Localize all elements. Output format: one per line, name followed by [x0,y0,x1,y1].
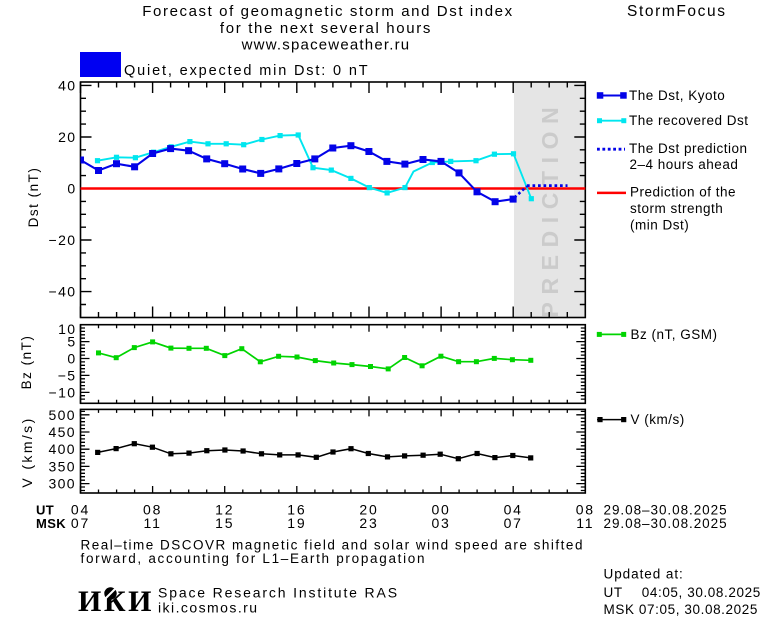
svg-text:Dst (nT): Dst (nT) [26,167,41,228]
svg-text:V (km/s): V (km/s) [631,412,685,427]
svg-text:5: 5 [67,334,76,350]
svg-text:PREDICTION: PREDICTION [537,100,563,318]
svg-text:Bz (nT): Bz (nT) [19,335,34,390]
svg-text:20: 20 [58,129,76,145]
svg-text:MSK: MSK [36,516,66,531]
svg-text:350: 350 [48,458,76,474]
svg-text:ИКИ: ИКИ [78,585,154,618]
svg-text:MSK 07:05, 30.08.2025: MSK 07:05, 30.08.2025 [604,602,758,617]
svg-text:storm strength: storm strength [630,201,723,216]
svg-text:11: 11 [576,515,594,531]
svg-text:−5: −5 [58,367,77,383]
svg-text:for the next several hours: for the next several hours [220,20,432,37]
svg-text:400: 400 [48,441,76,457]
svg-text:Bz (nT, GSM): Bz (nT, GSM) [631,327,718,342]
svg-text:The Dst prediction: The Dst prediction [629,141,748,156]
svg-text:V (km/s): V (km/s) [19,416,35,487]
svg-text:forward, accounting for L1–Ear: forward, accounting for L1–Earth propaga… [81,551,427,566]
svg-text:15: 15 [215,515,234,531]
svg-text:The Dst, Kyoto: The Dst, Kyoto [629,88,725,103]
svg-text:Forecast of geomagnetic storm: Forecast of geomagnetic storm and Dst in… [142,3,513,20]
svg-text:−40: −40 [49,284,77,300]
svg-text:07: 07 [504,515,523,531]
svg-text:(min Dst): (min Dst) [630,218,689,233]
svg-text:03: 03 [431,515,450,531]
svg-text:29.08–30.08.2025: 29.08–30.08.2025 [604,516,728,531]
svg-text:Space Research Institute RAS: Space Research Institute RAS [158,585,399,601]
svg-text:07: 07 [71,515,90,531]
svg-text:40: 40 [58,77,76,93]
svg-text:www.spaceweather.ru: www.spaceweather.ru [241,37,411,54]
svg-text:11: 11 [144,515,162,531]
svg-text:UT 04:05, 30.08.2025: UT 04:05, 30.08.2025 [604,585,760,600]
svg-text:450: 450 [48,424,76,440]
svg-text:StormFocus: StormFocus [627,3,727,20]
svg-text:Quiet, expected min Dst: 0 nT: Quiet, expected min Dst: 0 nT [124,63,369,79]
svg-text:Prediction of the: Prediction of the [630,185,736,200]
svg-text:The recovered Dst: The recovered Dst [629,113,749,128]
svg-text:0: 0 [67,181,76,197]
svg-text:300: 300 [48,476,76,492]
svg-text:23: 23 [359,515,378,531]
svg-text:−10: −10 [49,384,77,400]
svg-text:19: 19 [287,515,306,531]
svg-text:500: 500 [48,407,76,423]
svg-text:iki.cosmos.ru: iki.cosmos.ru [158,600,259,616]
svg-text:−20: −20 [49,232,77,248]
svg-text:2–4 hours ahead: 2–4 hours ahead [630,157,739,172]
svg-text:0: 0 [67,351,76,367]
svg-text:Updated at:: Updated at: [604,567,684,582]
